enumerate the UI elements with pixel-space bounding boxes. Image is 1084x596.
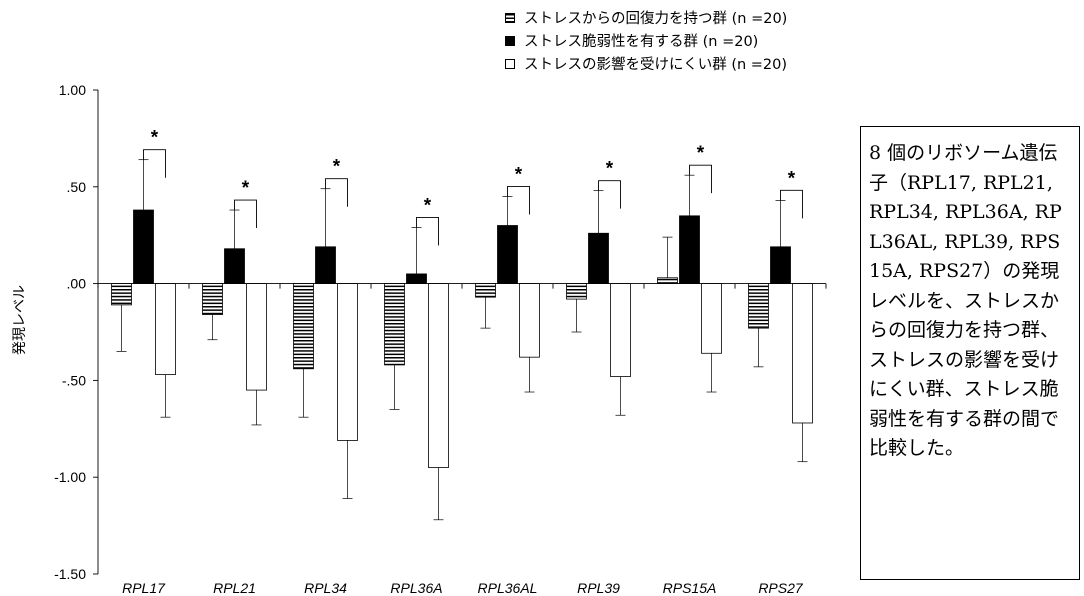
bar-striped-RPL34: [293, 283, 314, 370]
category-label-RPL21: RPL21: [213, 580, 256, 596]
significance-bracket-RPL21: [234, 199, 257, 229]
y-tick-label: -1.00: [54, 469, 86, 485]
significance-marker-RPL36AL: *: [515, 164, 523, 185]
significance-bracket-RPL34: [325, 178, 348, 207]
significance-marker-RPL36A: *: [424, 195, 432, 216]
legend-item-vulnerable: ストレス脆弱性を有する群 (n =20): [505, 29, 787, 52]
bar-white-RPS15A: [701, 283, 722, 354]
bar-striped-RPL36AL: [475, 283, 496, 298]
significance-bracket-RPL36AL: [507, 186, 530, 215]
bar-striped-RPL17: [111, 283, 132, 306]
legend-swatch-white: [505, 58, 515, 69]
significance-marker-RPL34: *: [333, 157, 341, 178]
y-tick-label: .50: [67, 179, 87, 195]
category-label-RPS27: RPS27: [758, 580, 804, 596]
legend: ストレスからの回復力を持つ群 (n =20) ストレス脆弱性を有する群 (n =…: [505, 6, 787, 75]
bar-striped-RPS15A: [657, 277, 678, 284]
significance-marker-RPS27: *: [788, 168, 796, 189]
significance-marker-RPL17: *: [151, 128, 159, 149]
bar-white-RPS27: [792, 283, 813, 424]
legend-label: ストレスからの回復力を持つ群 (n =20): [524, 11, 788, 27]
bar-black-RPL36A: [406, 273, 427, 285]
y-tick-label: -.50: [62, 372, 86, 388]
significance-marker-RPL21: *: [242, 178, 250, 199]
category-label-RPL17: RPL17: [122, 580, 166, 596]
bar-white-RPL36A: [428, 283, 449, 468]
significance-bracket-RPL17: [143, 149, 166, 178]
significance-bracket-RPS15A: [689, 164, 712, 194]
bar-striped-RPL21: [202, 283, 223, 315]
y-tick-label: 1.00: [59, 82, 86, 98]
bar-black-RPL36AL: [497, 225, 518, 285]
y-tick-label: .00: [67, 276, 87, 292]
category-label-RPL34: RPL34: [304, 580, 347, 596]
significance-bracket-RPL39: [598, 180, 621, 209]
category-label-RPL36AL: RPL36AL: [478, 580, 538, 596]
bar-black-RPL21: [224, 248, 245, 284]
bar-striped-RPL36A: [384, 283, 405, 366]
bar-striped-RPS27: [748, 283, 769, 329]
bar-black-RPL17: [133, 209, 154, 284]
bar-white-RPL34: [337, 283, 358, 441]
significance-bracket-RPL36A: [416, 217, 439, 246]
bar-black-RPL34: [315, 246, 336, 284]
category-label-RPL39: RPL39: [577, 580, 620, 596]
bar-black-RPL39: [588, 232, 609, 284]
bar-white-RPL21: [246, 283, 267, 391]
legend-swatch-black: [505, 35, 515, 46]
legend-item-unaffected: ストレスの影響を受けにくい群 (n =20): [505, 52, 787, 75]
bar-black-RPS27: [770, 246, 791, 284]
significance-marker-RPL39: *: [606, 159, 614, 180]
y-axis-label: 発現レベル: [12, 285, 28, 355]
bar-white-RPL17: [155, 283, 176, 375]
bar-striped-RPL39: [566, 283, 587, 300]
legend-swatch-striped: [505, 12, 515, 23]
legend-label: ストレス脆弱性を有する群 (n =20): [524, 34, 759, 50]
legend-item-resilient: ストレスからの回復力を持つ群 (n =20): [505, 6, 787, 29]
description-box: 8 個のリボソーム遺伝子（RPL17, RPL21, RPL34, RPL36A…: [860, 126, 1080, 580]
significance-bracket-RPS27: [780, 189, 803, 219]
bar-white-RPL36AL: [519, 283, 540, 358]
category-label-RPL36A: RPL36A: [390, 580, 442, 596]
legend-label: ストレスの影響を受けにくい群 (n =20): [524, 57, 788, 73]
significance-marker-RPS15A: *: [697, 143, 705, 164]
bar-black-RPS15A: [679, 215, 700, 284]
category-label-RPS15A: RPS15A: [663, 580, 717, 596]
y-tick-label: -1.50: [54, 566, 86, 582]
bar-white-RPL39: [610, 283, 631, 377]
